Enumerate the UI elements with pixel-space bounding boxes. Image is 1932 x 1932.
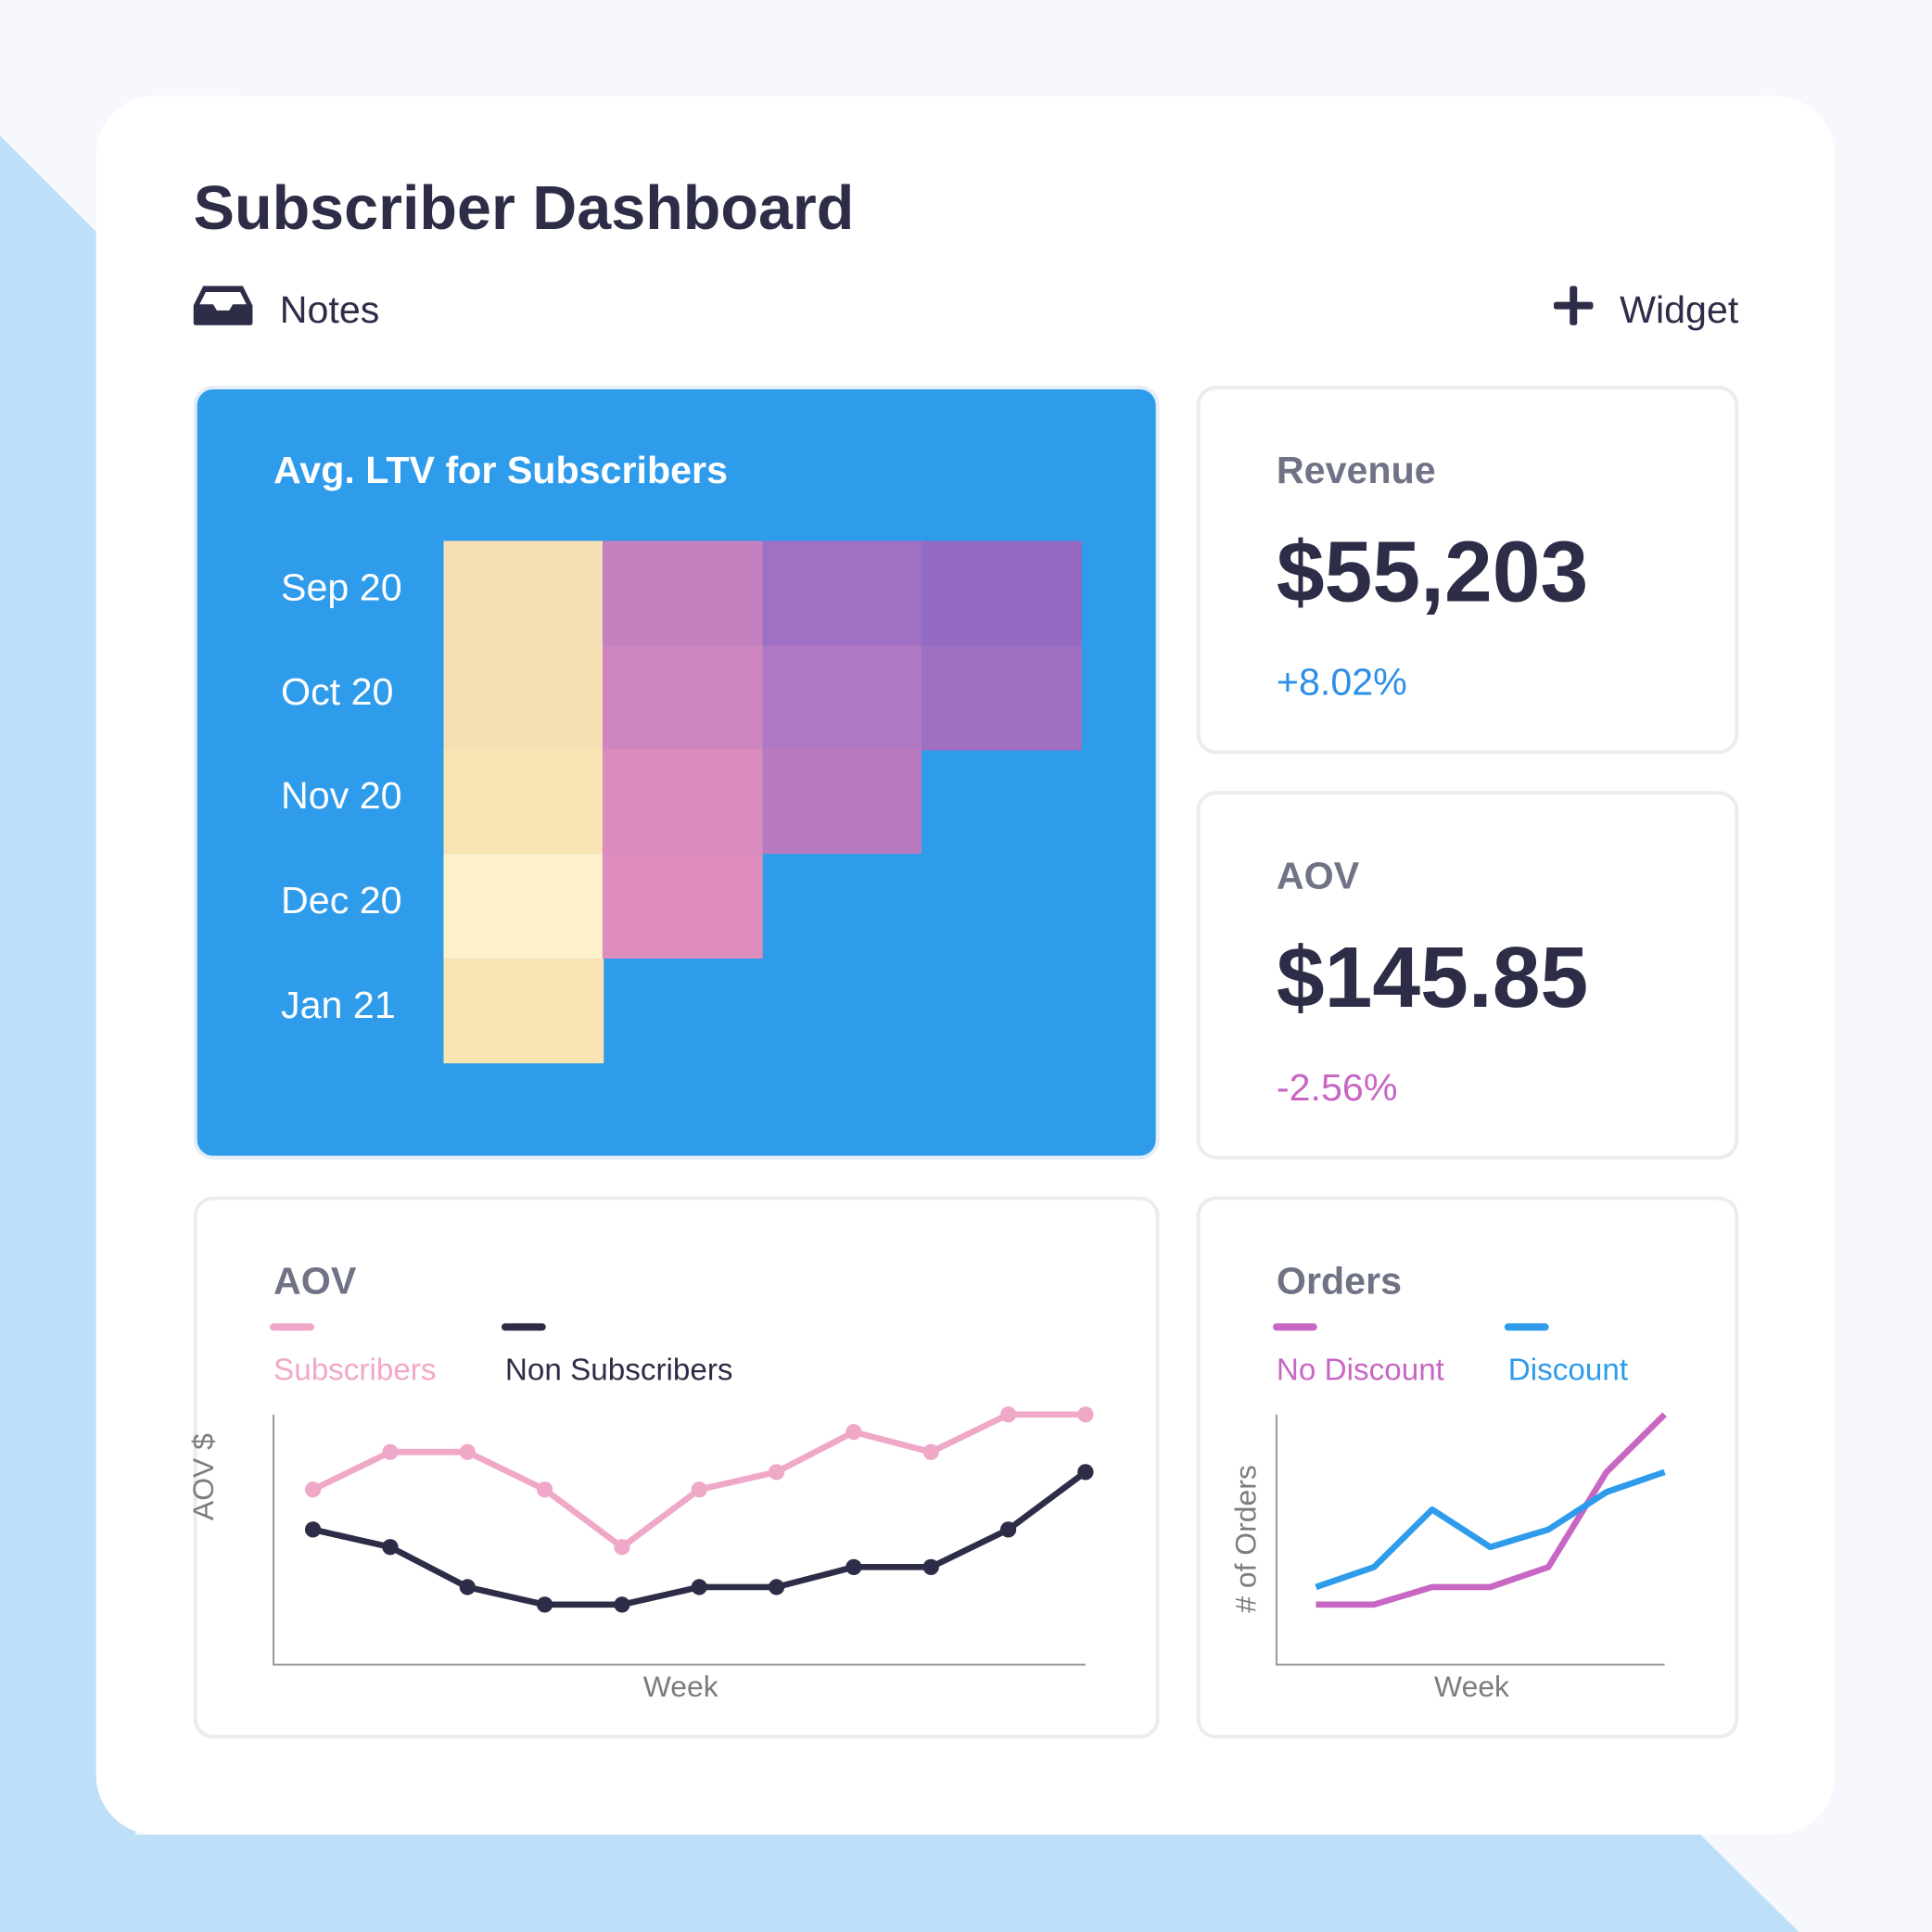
- heatmap-cell[interactable]: [922, 645, 1082, 750]
- heatmap-cell[interactable]: [922, 540, 1082, 646]
- data-point[interactable]: [845, 1558, 862, 1576]
- ltv-heatmap-panel[interactable]: Avg. LTV for Subscribers Sep 20 Oct 20 Nov…: [193, 386, 1160, 1160]
- data-point[interactable]: [768, 1579, 785, 1595]
- aov-chart-title: AOV: [273, 1259, 357, 1303]
- data-point[interactable]: [845, 1424, 862, 1441]
- aov-value: $145.85: [1276, 929, 1589, 1025]
- legend-discount: Discount: [1504, 1323, 1629, 1388]
- orders-line-chart: [1275, 1412, 1667, 1666]
- data-point[interactable]: [1077, 1464, 1094, 1481]
- legend-subscribers: Subscribers: [270, 1323, 437, 1388]
- ltv-title: Avg. LTV for Subscribers: [273, 448, 728, 492]
- heatmap-cell[interactable]: [603, 645, 763, 750]
- x-axis-label: Week: [1434, 1671, 1510, 1705]
- data-point[interactable]: [691, 1579, 707, 1595]
- ltv-row-label: Oct 20: [281, 669, 394, 714]
- widget-label: Widget: [1620, 288, 1739, 332]
- revenue-value: $55,203: [1276, 523, 1589, 620]
- data-point[interactable]: [768, 1464, 785, 1481]
- revenue-label: Revenue: [1276, 448, 1436, 492]
- axes: [273, 1414, 1086, 1666]
- ltv-row-label: Sep 20: [281, 566, 402, 609]
- aov-change: -2.56%: [1276, 1065, 1398, 1110]
- heatmap-cell[interactable]: [603, 749, 763, 855]
- legend-non-subscribers: Non Subscribers: [501, 1323, 733, 1388]
- heatmap-cell[interactable]: [603, 854, 763, 960]
- orders-chart-title: Orders: [1276, 1259, 1403, 1303]
- notes-button[interactable]: Notes: [193, 286, 380, 335]
- data-point[interactable]: [382, 1443, 399, 1460]
- x-axis-label: Week: [642, 1671, 718, 1705]
- legend-label: No Discount: [1276, 1353, 1444, 1388]
- data-point[interactable]: [304, 1481, 322, 1498]
- plus-icon: [1553, 286, 1593, 335]
- data-point[interactable]: [999, 1521, 1017, 1538]
- series-line-subscribers: [311, 1411, 1086, 1551]
- data-point[interactable]: [999, 1406, 1017, 1423]
- heatmap-cell[interactable]: [443, 540, 604, 646]
- add-widget-button[interactable]: Widget: [1553, 286, 1738, 335]
- notes-label: Notes: [279, 288, 380, 332]
- legend-swatch: [270, 1323, 314, 1331]
- data-point[interactable]: [304, 1521, 322, 1538]
- legend-swatch: [501, 1323, 546, 1331]
- data-point[interactable]: [614, 1596, 630, 1613]
- revenue-panel[interactable]: Revenue $55,203 +8.02%: [1196, 386, 1739, 755]
- heatmap-cell[interactable]: [762, 645, 922, 750]
- aov-line-chart: [273, 1406, 1094, 1666]
- revenue-change: +8.02%: [1276, 660, 1407, 704]
- data-point[interactable]: [459, 1579, 476, 1595]
- heatmap-cell[interactable]: [443, 645, 604, 750]
- heatmap-cell[interactable]: [443, 958, 604, 1063]
- ltv-row-label: Dec 20: [281, 878, 402, 922]
- aov-chart-panel[interactable]: AOV Subscribers Non Subscribers Week AOV…: [187, 1196, 1160, 1739]
- data-point[interactable]: [922, 1443, 939, 1460]
- legend-label: Non Subscribers: [504, 1353, 733, 1388]
- data-point[interactable]: [536, 1481, 553, 1498]
- heatmap-cell[interactable]: [762, 540, 922, 646]
- heatmap-cell[interactable]: [443, 749, 604, 855]
- legend-label: Subscribers: [273, 1353, 437, 1388]
- data-point[interactable]: [382, 1539, 399, 1556]
- aov-panel[interactable]: AOV $145.85 -2.56%: [1196, 791, 1739, 1160]
- heatmap-cell[interactable]: [762, 749, 922, 855]
- series-line-discount: [1315, 1468, 1666, 1591]
- heatmap-cell[interactable]: [443, 854, 604, 960]
- data-point[interactable]: [691, 1481, 707, 1498]
- data-point[interactable]: [614, 1539, 630, 1556]
- legend-no-discount: No Discount: [1272, 1323, 1444, 1388]
- data-point[interactable]: [922, 1558, 939, 1576]
- legend-swatch: [1504, 1323, 1549, 1331]
- data-point[interactable]: [1077, 1406, 1094, 1423]
- data-point[interactable]: [536, 1596, 553, 1613]
- legend-swatch: [1272, 1323, 1317, 1331]
- ltv-row-label: Nov 20: [281, 774, 402, 818]
- inbox-icon: [193, 286, 253, 335]
- heatmap-cell[interactable]: [603, 540, 763, 646]
- series-line-no-discount: [1316, 1412, 1667, 1608]
- ltv-row-label: Jan 21: [281, 983, 396, 1026]
- legend-label: Discount: [1507, 1353, 1629, 1388]
- axes: [1275, 1414, 1665, 1666]
- page-title: Subscriber Dashboard: [193, 173, 855, 243]
- orders-chart-panel[interactable]: Orders No Discount Discount Week # of Or…: [1196, 1196, 1739, 1739]
- data-point[interactable]: [459, 1443, 476, 1460]
- aov-label: AOV: [1276, 854, 1360, 897]
